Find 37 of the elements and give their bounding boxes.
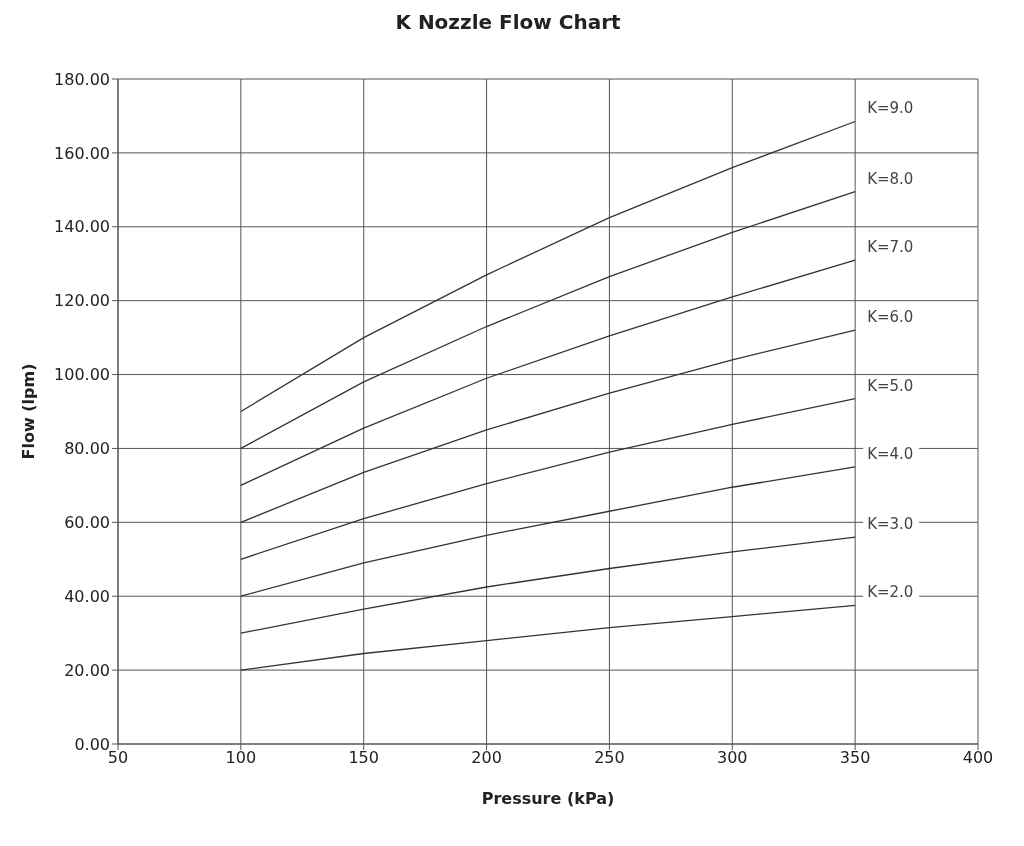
x-tick-label: 250 xyxy=(594,748,625,768)
series-label: K=7.0 xyxy=(867,238,914,257)
line-series xyxy=(240,329,856,523)
x-tick-label: 350 xyxy=(839,748,871,768)
y-tick-label: 160.00 xyxy=(54,143,110,163)
line-series xyxy=(240,604,856,671)
series-label: K=8.0 xyxy=(867,169,914,188)
y-tick-label: 80.00 xyxy=(64,439,110,459)
y-tick-label: 40.00 xyxy=(64,586,110,606)
x-tick-label: 50 xyxy=(107,748,129,768)
y-tick-label: 60.00 xyxy=(64,513,110,533)
series-label: K=2.0 xyxy=(867,583,914,602)
line-series xyxy=(240,397,856,560)
y-tick-label: 0.00 xyxy=(74,734,110,754)
y-tick-label: 120.00 xyxy=(54,291,110,311)
x-tick-label: 200 xyxy=(471,748,502,768)
line-series xyxy=(240,259,856,487)
y-tick-label: 100.00 xyxy=(54,365,110,385)
y-tick-label: 20.00 xyxy=(64,660,110,680)
x-tick-label: 100 xyxy=(225,748,257,768)
series-label: K=3.0 xyxy=(867,515,914,534)
y-tick-label: 140.00 xyxy=(54,217,110,237)
line-series xyxy=(240,536,856,634)
y-tick-label: 180.00 xyxy=(54,69,110,89)
series-label: K=5.0 xyxy=(867,376,914,395)
x-axis-title: Pressure (kPa) xyxy=(481,789,615,808)
x-tick-label: 300 xyxy=(717,748,748,768)
y-axis-title: Flow (lpm) xyxy=(18,363,38,460)
series-label: K=9.0 xyxy=(867,99,914,118)
chart-title: K Nozzle Flow Chart xyxy=(394,10,622,34)
line-series xyxy=(240,191,856,450)
line-series xyxy=(240,466,856,597)
series-label: K=4.0 xyxy=(867,444,914,463)
x-tick-label: 150 xyxy=(348,748,379,768)
line-series xyxy=(240,120,856,413)
x-tick-label: 400 xyxy=(962,748,994,768)
series-label: K=6.0 xyxy=(867,308,914,327)
